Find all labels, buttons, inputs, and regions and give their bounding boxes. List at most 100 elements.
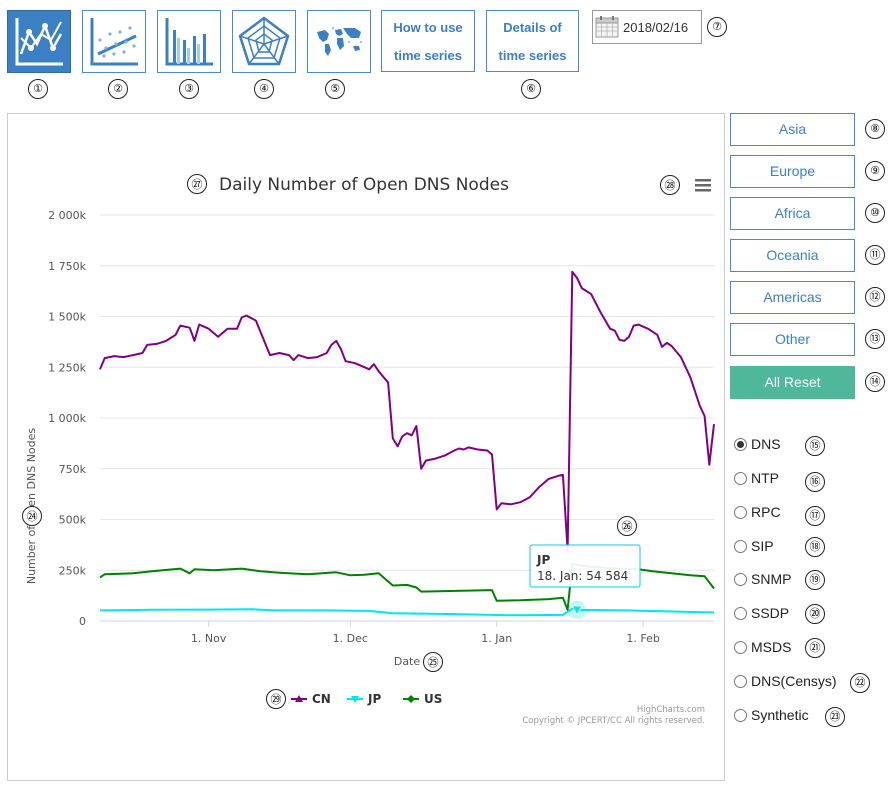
marker-21: ㉑ — [805, 638, 825, 658]
hover-point — [571, 605, 583, 616]
marker-5: ⑤ — [325, 79, 345, 99]
menu-marker: ㉘ — [660, 175, 680, 195]
y-tick-label: 1 000k — [48, 412, 86, 425]
svg-text:㉗: ㉗ — [192, 178, 203, 191]
marker-10: ⑩ — [865, 203, 885, 223]
x-axis-ticks: 1. Nov 1. Dec 1. Jan 1. Feb — [191, 621, 660, 645]
region-oceania-button[interactable]: Oceania — [730, 239, 855, 272]
radio-dns[interactable]: DNS — [734, 436, 781, 452]
x-tick-label: 1. Dec — [333, 632, 368, 645]
marker-9: ⑨ — [865, 161, 885, 181]
marker-6: ⑥ — [521, 79, 541, 99]
all-reset-button[interactable]: All Reset — [730, 366, 855, 399]
details-button[interactable]: Details of time series — [486, 10, 579, 72]
series-line-jp[interactable] — [99, 607, 715, 617]
svg-text:㉘: ㉘ — [665, 179, 676, 192]
world-map-icon — [317, 26, 362, 56]
tooltip-text: 18. Jan: 54 584 — [537, 569, 628, 583]
y-tick-label: 1 250k — [48, 361, 86, 374]
marker-19: ⑲ — [805, 570, 825, 590]
details-line1: Details of — [503, 20, 562, 35]
radio-label-msds: MSDS — [751, 639, 792, 655]
radio-label-synthetic: Synthetic — [751, 707, 809, 723]
region-asia-button[interactable]: Asia — [730, 113, 855, 146]
radio-label-dns: DNS — [751, 436, 781, 452]
marker-18: ⑱ — [805, 537, 825, 557]
series-line-cn[interactable] — [99, 270, 715, 551]
menu-icon[interactable] — [692, 172, 714, 194]
marker-7: ⑦ — [707, 17, 727, 37]
date-picker[interactable]: 2018/02/16 — [592, 10, 702, 44]
radio-dot-rpc[interactable] — [734, 505, 747, 519]
radio-snmp[interactable]: SNMP — [734, 571, 791, 587]
copyright: Copyright © JPCERT/CC All rights reserve… — [522, 716, 705, 726]
radio-dot-sip[interactable] — [734, 539, 747, 553]
radio-dot-ntp[interactable] — [734, 471, 747, 485]
radio-label-snmp: SNMP — [751, 571, 792, 587]
radio-label-ntp: NTP — [751, 470, 779, 486]
radio-rpc[interactable]: RPC — [734, 504, 781, 520]
tooltip: JP 18. Jan: 54 584 — [529, 544, 641, 588]
radio-dot-msds[interactable] — [734, 640, 747, 654]
legend-symbol — [295, 695, 303, 702]
radio-dot-ssdp[interactable] — [734, 606, 747, 620]
marker-3: ③ — [179, 79, 199, 99]
radio-label-rpc: RPC — [751, 504, 781, 520]
radio-dot-dns-censys[interactable] — [734, 674, 747, 688]
radio-dot-synthetic[interactable] — [734, 708, 747, 722]
title-marker: ㉗ — [187, 174, 207, 194]
date-value: 2018/02/16 — [623, 19, 689, 35]
legend-marker: ㉙ — [266, 689, 286, 709]
legend-item-us[interactable]: US — [424, 692, 442, 706]
radio-dot-snmp[interactable] — [734, 572, 747, 586]
marker-1: ① — [28, 79, 48, 99]
line-chart: ㉗ Daily Number of Open DNS Nodes ㉘ 0 250k… — [22, 172, 715, 726]
svg-text:㉕: ㉕ — [428, 656, 439, 669]
marker-20: ⑳ — [805, 604, 825, 624]
region-africa-button[interactable]: Africa — [730, 197, 855, 230]
y-tick-label: 2 000k — [48, 209, 86, 222]
bar-chart-button[interactable] — [157, 10, 221, 73]
scatter-chart-button[interactable] — [82, 10, 146, 73]
credits-link[interactable]: HighCharts.com — [637, 705, 705, 715]
y-tick-label: 1 750k — [48, 260, 86, 273]
ylabel-marker: ㉔ — [22, 506, 42, 526]
region-other-button[interactable]: Other — [730, 323, 855, 356]
y-tick-label: 1 500k — [48, 311, 86, 324]
region-europe-button[interactable]: Europe — [730, 155, 855, 188]
tooltip-series: JP — [536, 553, 550, 567]
radio-ssdp[interactable]: SSDP — [734, 605, 789, 621]
radio-dns-censys[interactable]: DNS(Censys) — [734, 673, 837, 689]
how-to-use-line2: time series — [394, 48, 462, 63]
radio-ntp[interactable]: NTP — [734, 470, 779, 486]
xlabel-marker: ㉕ — [423, 652, 443, 672]
region-americas-button[interactable]: Americas — [730, 281, 855, 314]
chart-title: Daily Number of Open DNS Nodes — [219, 175, 509, 195]
scatter-chart-icon — [90, 17, 138, 65]
legend-item-jp[interactable]: JP — [367, 692, 381, 706]
legend: CN JP US — [291, 692, 442, 706]
marker-12: ⑫ — [865, 287, 885, 307]
marker-15: ⑮ — [805, 436, 825, 456]
y-tick-label: 500k — [59, 514, 87, 527]
world-map-button[interactable] — [307, 10, 371, 73]
marker-16: ⑯ — [805, 472, 825, 492]
radio-dot-dns[interactable] — [734, 437, 747, 451]
time-series-chart-button[interactable] — [7, 10, 71, 73]
marker-17: ⑰ — [805, 506, 825, 526]
legend-item-cn[interactable]: CN — [312, 692, 331, 706]
y-tick-label: 250k — [59, 564, 87, 577]
radio-sip[interactable]: SIP — [734, 538, 774, 554]
marker-2: ② — [108, 79, 128, 99]
marker-22: ㉒ — [850, 673, 870, 693]
radio-label-dns-censys: DNS(Censys) — [751, 673, 837, 689]
bar-chart-icon — [165, 17, 213, 65]
radio-msds[interactable]: MSDS — [734, 639, 791, 655]
x-tick-label: 1. Feb — [626, 632, 659, 645]
marker-8: ⑧ — [865, 119, 885, 139]
radar-chart-button[interactable] — [232, 10, 296, 73]
how-to-use-button[interactable]: How to use time series — [381, 10, 475, 72]
radio-label-sip: SIP — [751, 538, 774, 554]
y-tick-label: 0 — [79, 615, 86, 628]
radio-synthetic[interactable]: Synthetic — [734, 707, 809, 723]
